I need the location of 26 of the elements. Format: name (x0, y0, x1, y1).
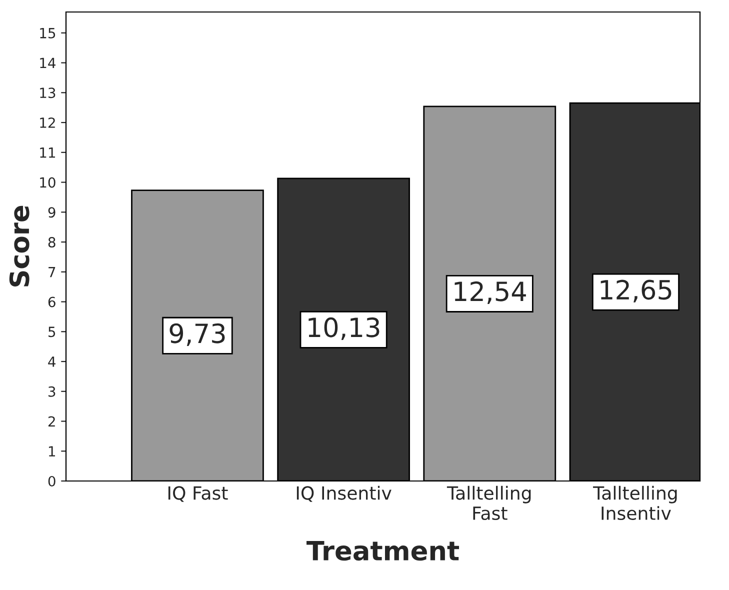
data-label: 12,54 (454, 281, 526, 304)
y-tick-label: 11 (40, 148, 55, 158)
y-tick-label: 8 (48, 236, 56, 248)
y-tick-label: 1 (48, 446, 55, 456)
y-tick-label: 7 (48, 267, 56, 278)
y-tick-label: 6 (48, 296, 56, 308)
x-tick-label: IQ Insentiv (296, 486, 392, 502)
x-axis-title: Treatment (306, 541, 460, 561)
x-tick-label: Talltelling Insentiv (593, 486, 677, 520)
y-tick-label: 14 (40, 58, 56, 68)
y-tick-label: 13 (40, 88, 56, 98)
y-tick-label: 9 (48, 207, 56, 218)
y-tick-label: 10 (40, 177, 56, 188)
y-tick-label: 0 (48, 476, 56, 486)
data-label: 10,13 (308, 317, 380, 340)
data-label: 12,65 (600, 280, 672, 302)
x-tick-label: Talltelling Fast (446, 486, 531, 520)
y-tick-label: 15 (40, 28, 56, 38)
y-tick-label: 3 (48, 386, 56, 397)
data-label: 9,73 (170, 323, 225, 346)
y-tick-label: 12 (40, 117, 55, 128)
y-tick-label: 5 (48, 326, 56, 338)
x-tick-label: IQ Fast (168, 486, 228, 502)
y-axis-title: Score (9, 206, 30, 286)
y-tick-label: 2 (48, 416, 55, 427)
y-tick-label: 4 (48, 356, 56, 367)
